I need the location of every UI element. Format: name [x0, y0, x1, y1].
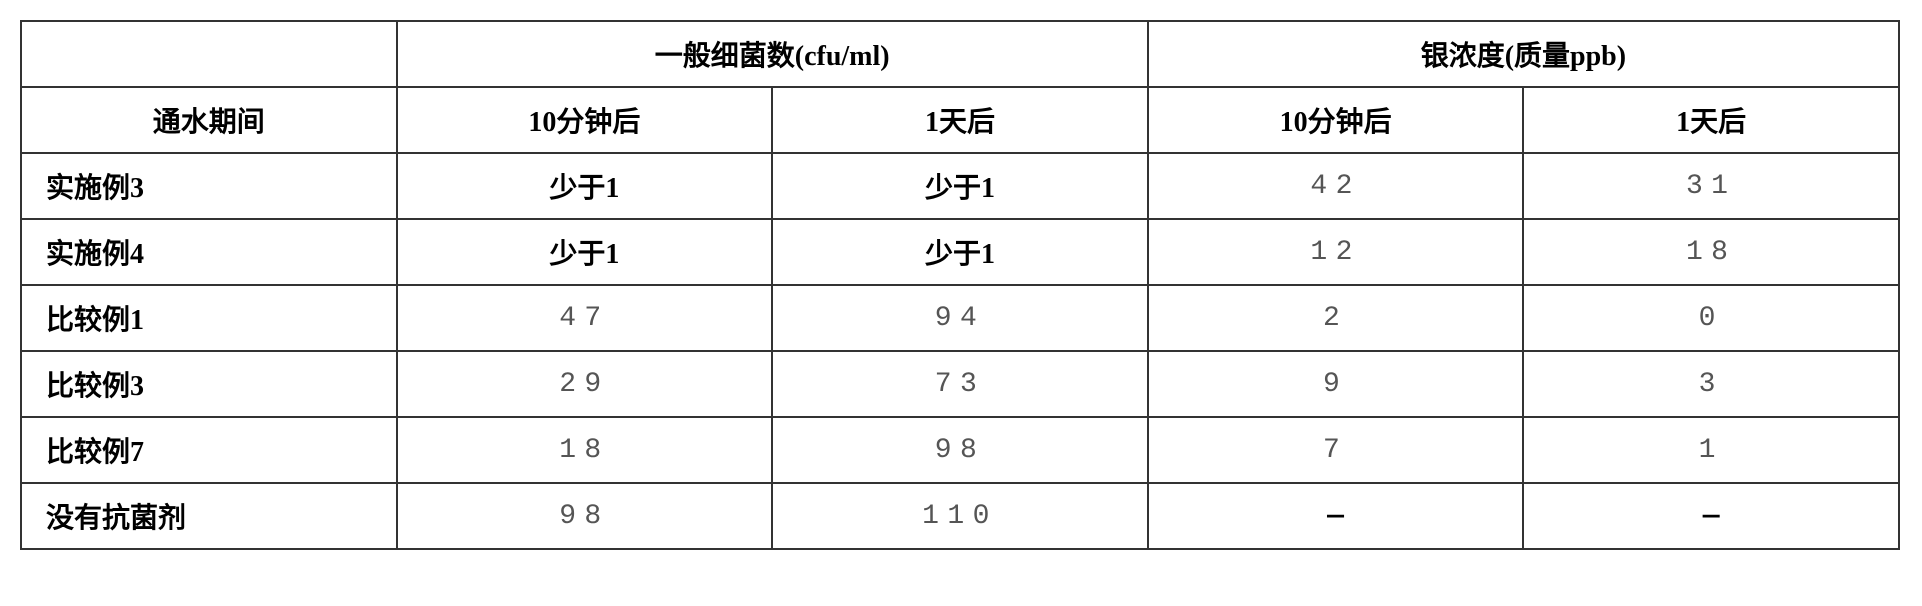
cell: —: [1523, 483, 1899, 549]
cell: 3: [1523, 351, 1899, 417]
table-row: 实施例4少于1少于11218: [21, 219, 1899, 285]
cell: 31: [1523, 153, 1899, 219]
header-blank: [21, 21, 397, 87]
cell: 2: [1148, 285, 1524, 351]
cell: 少于1: [772, 219, 1148, 285]
header-row-2: 通水期间 10分钟后 1天后 10分钟后 1天后: [21, 87, 1899, 153]
row-label: 比较例1: [21, 285, 397, 351]
table-row: 没有抗菌剂98110——: [21, 483, 1899, 549]
header-col4: 1天后: [1523, 87, 1899, 153]
cell: 29: [397, 351, 773, 417]
cell: 42: [1148, 153, 1524, 219]
table-body: 实施例3少于1少于14231实施例4少于1少于11218比较例1479420比较…: [21, 153, 1899, 549]
cell: 少于1: [397, 219, 773, 285]
header-col2: 1天后: [772, 87, 1148, 153]
cell: 7: [1148, 417, 1524, 483]
cell: 9: [1148, 351, 1524, 417]
cell: 18: [1523, 219, 1899, 285]
cell: 0: [1523, 285, 1899, 351]
header-col1: 10分钟后: [397, 87, 773, 153]
cell: 少于1: [772, 153, 1148, 219]
cell: 47: [397, 285, 773, 351]
row-label: 没有抗菌剂: [21, 483, 397, 549]
cell: —: [1148, 483, 1524, 549]
table-row: 实施例3少于1少于14231: [21, 153, 1899, 219]
header-group-silver: 银浓度(质量ppb): [1148, 21, 1899, 87]
cell: 94: [772, 285, 1148, 351]
header-col3: 10分钟后: [1148, 87, 1524, 153]
row-label: 比较例7: [21, 417, 397, 483]
cell: 少于1: [397, 153, 773, 219]
table-row: 比较例7189871: [21, 417, 1899, 483]
cell: 18: [397, 417, 773, 483]
cell: 73: [772, 351, 1148, 417]
header-rowlabel: 通水期间: [21, 87, 397, 153]
header-row-1: 一般细菌数(cfu/ml) 银浓度(质量ppb): [21, 21, 1899, 87]
data-table: 一般细菌数(cfu/ml) 银浓度(质量ppb) 通水期间 10分钟后 1天后 …: [20, 20, 1900, 550]
table-row: 比较例1479420: [21, 285, 1899, 351]
header-group-bacteria: 一般细菌数(cfu/ml): [397, 21, 1148, 87]
row-label: 实施例3: [21, 153, 397, 219]
cell: 98: [397, 483, 773, 549]
cell: 98: [772, 417, 1148, 483]
row-label: 比较例3: [21, 351, 397, 417]
cell: 1: [1523, 417, 1899, 483]
row-label: 实施例4: [21, 219, 397, 285]
cell: 110: [772, 483, 1148, 549]
table-row: 比较例3297393: [21, 351, 1899, 417]
cell: 12: [1148, 219, 1524, 285]
